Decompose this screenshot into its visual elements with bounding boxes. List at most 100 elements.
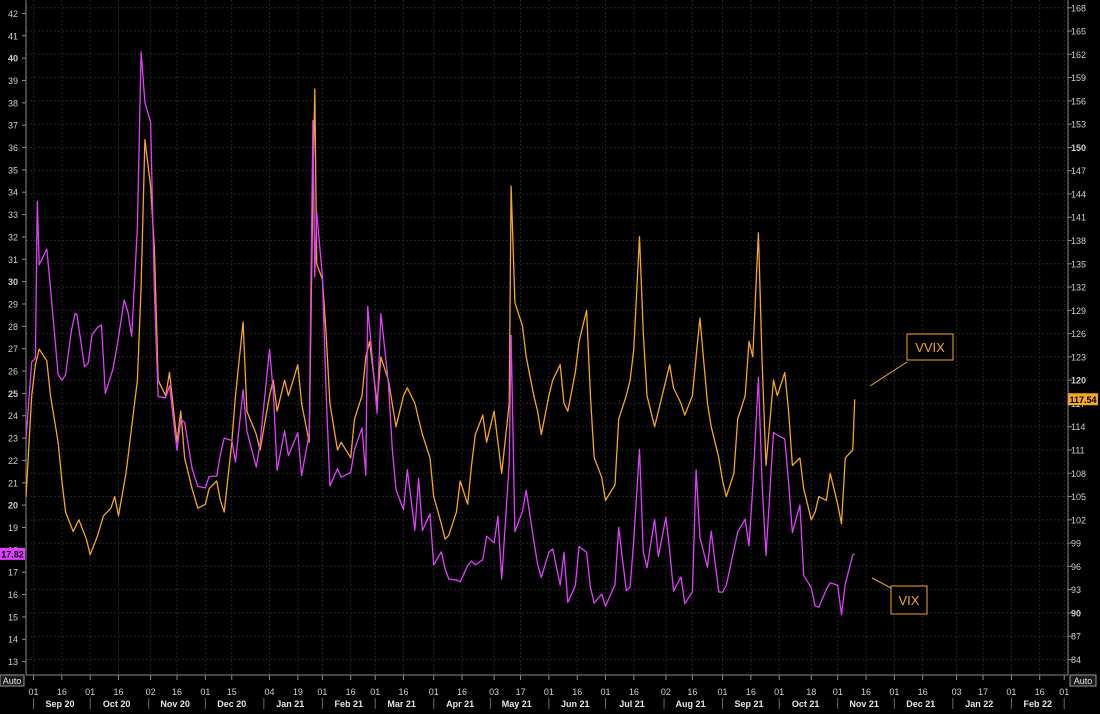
x-tick-label: 01 — [774, 687, 784, 697]
month-label: Jul 21 — [619, 699, 645, 709]
right-tick-label: 138 — [1071, 236, 1086, 246]
left-tick-label: 32 — [8, 232, 18, 242]
series-lines — [25, 51, 856, 616]
right-auto-label: Auto — [1074, 676, 1093, 686]
grid — [25, 0, 1069, 676]
x-tick-label: 16 — [918, 687, 928, 697]
x-tick-label: 16 — [457, 687, 467, 697]
left-tick-label: 40 — [8, 54, 18, 64]
left-auto-label: Auto — [3, 676, 22, 686]
x-tick-label: 01 — [889, 687, 899, 697]
month-label: Sep 21 — [734, 699, 763, 709]
last-value-badge-vix — [0, 547, 25, 560]
annotation-leader-line — [871, 577, 892, 589]
month-label: Jan 22 — [965, 699, 993, 709]
left-tick-label: 29 — [8, 299, 18, 309]
x-tick-label: 01 — [718, 687, 728, 697]
last-value-badge-vvix — [1068, 393, 1098, 406]
left-tick-label: 17 — [8, 568, 18, 578]
left-tick-label: 27 — [8, 344, 18, 354]
left-tick-label: 41 — [8, 31, 18, 41]
x-tick-label: 18 — [806, 687, 816, 697]
left-tick-label: 20 — [8, 501, 18, 511]
x-tick-label: 01 — [1059, 687, 1069, 697]
annotation-label-vix: VIX — [899, 593, 920, 608]
right-tick-label: 162 — [1071, 50, 1086, 60]
x-tick-label: 03 — [952, 687, 962, 697]
x-tick-label: 03 — [489, 687, 499, 697]
right-tick-label: 144 — [1071, 189, 1086, 199]
left-tick-label: 22 — [8, 456, 18, 466]
left-tick-label: 38 — [8, 98, 18, 108]
series-line-vvix[interactable] — [25, 88, 856, 556]
x-tick-label: 01 — [200, 687, 210, 697]
month-label: Jun 21 — [561, 699, 590, 709]
month-label: Feb 22 — [1024, 699, 1053, 709]
series-line-vix[interactable] — [25, 51, 855, 616]
x-tick-label: 16 — [346, 687, 356, 697]
right-tick-label: 90 — [1071, 608, 1081, 618]
x-tick-label: 16 — [572, 687, 582, 697]
x-tick-label: 01 — [1006, 687, 1016, 697]
right-tick-label: 132 — [1071, 283, 1086, 293]
right-tick-label: 114 — [1071, 422, 1085, 432]
last-value-text-vvix: 117.54 — [1069, 395, 1096, 405]
month-label: Sep 20 — [45, 699, 74, 709]
left-tick-label: 31 — [8, 255, 18, 265]
x-tick-label: 16 — [399, 687, 409, 697]
left-tick-label: 16 — [8, 590, 18, 600]
left-tick-label: 24 — [8, 411, 18, 421]
last-value-text-vix: 17.82 — [1, 549, 24, 559]
x-tick-label: 16 — [57, 687, 67, 697]
x-tick-label: 16 — [687, 687, 697, 697]
left-tick-label: 35 — [8, 165, 18, 175]
right-tick-label: 111 — [1071, 446, 1085, 456]
x-tick-label: 01 — [429, 687, 439, 697]
right-tick-label: 102 — [1071, 515, 1086, 525]
month-label: Aug 21 — [675, 699, 705, 709]
left-tick-label: 13 — [8, 657, 18, 667]
right-tick-label: 159 — [1071, 73, 1086, 83]
right-tick-label: 150 — [1071, 143, 1086, 153]
month-label: Nov 20 — [160, 699, 190, 709]
x-tick-label: 17 — [978, 687, 988, 697]
left-auto-button[interactable] — [0, 674, 25, 687]
right-tick-label: 84 — [1071, 655, 1081, 665]
x-tick-label: 19 — [293, 687, 303, 697]
x-tick-label: 01 — [317, 687, 327, 697]
annotations: VVIX VIX — [869, 333, 954, 615]
month-label: May 21 — [502, 699, 532, 709]
x-tick-label: 02 — [146, 687, 156, 697]
x-tick-label: 16 — [1035, 687, 1045, 697]
left-tick-label: 42 — [8, 9, 18, 19]
x-tick-label: 16 — [861, 687, 871, 697]
annotation-label-vvix: VVIX — [915, 340, 945, 355]
right-tick-label: 126 — [1071, 329, 1086, 339]
left-tick-label: 30 — [8, 277, 18, 287]
annotation-box-vix[interactable] — [890, 585, 928, 615]
month-label: Dec 20 — [217, 699, 246, 709]
annotation-box-vvix[interactable] — [906, 333, 954, 361]
left-tick-label: 37 — [8, 121, 18, 131]
month-label: Oct 20 — [103, 699, 131, 709]
right-auto-button[interactable] — [1069, 674, 1097, 687]
left-tick-label: 14 — [8, 635, 18, 645]
x-tick-label: 01 — [833, 687, 843, 697]
right-tick-label: 141 — [1071, 213, 1086, 223]
left-tick-label: 36 — [8, 143, 18, 153]
right-tick-label: 105 — [1071, 492, 1086, 502]
month-label: Jan 21 — [276, 699, 304, 709]
x-tick-label: 01 — [370, 687, 380, 697]
left-tick-label: 34 — [8, 188, 18, 198]
left-tick-label: 21 — [8, 478, 18, 488]
right-tick-label: 168 — [1071, 3, 1086, 13]
x-tick-label: 01 — [29, 687, 39, 697]
x-tick-label: 16 — [113, 687, 123, 697]
x-tick-label: 16 — [172, 687, 182, 697]
right-tick-label: 153 — [1071, 120, 1086, 130]
right-tick-label: 96 — [1071, 562, 1081, 572]
right-tick-label: 93 — [1071, 585, 1081, 595]
x-tick-label: 01 — [601, 687, 611, 697]
